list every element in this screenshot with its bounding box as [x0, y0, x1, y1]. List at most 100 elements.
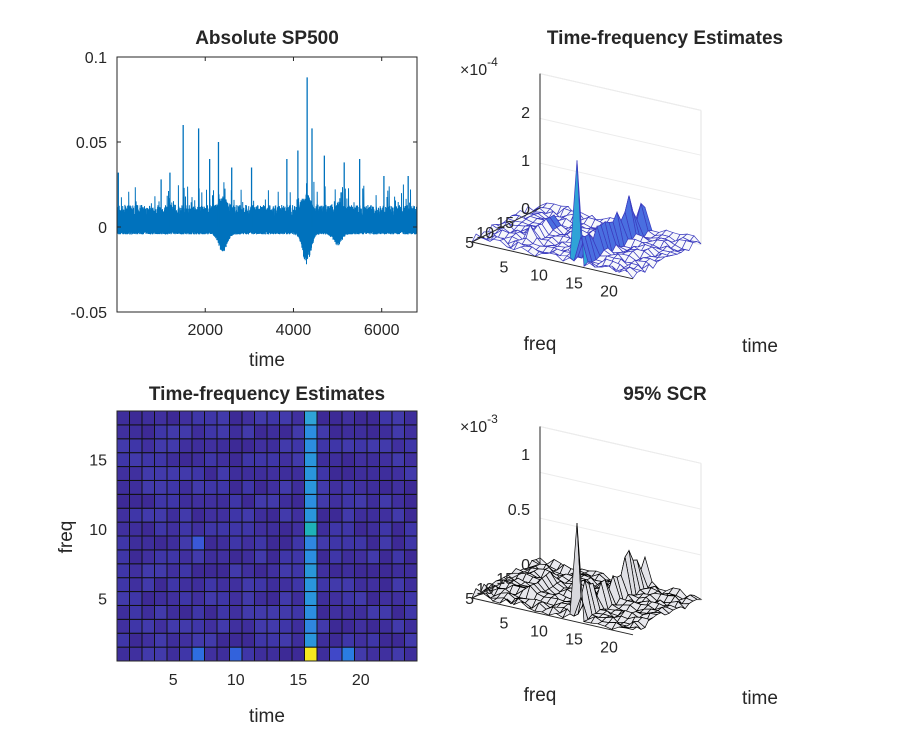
- heatmap-cell-t18-f1: [329, 646, 343, 662]
- heatmap-cell-t17-f9: [316, 535, 330, 551]
- heatmap-cell-t11-f2: [241, 632, 255, 648]
- heatmap-cell-t5-f1: [166, 646, 180, 662]
- heatmap-cell-t7-f14: [191, 466, 205, 481]
- heatmap-cell-t6-f12: [179, 493, 193, 509]
- heatmap-cell-t9-f17: [216, 424, 230, 440]
- heatmap-cell-t1-f10: [116, 521, 130, 537]
- heatmap-cell-t15-f9: [291, 535, 305, 551]
- heatmap-cell-t6-f5: [179, 591, 193, 606]
- exponent-base-2: ×10: [460, 62, 487, 79]
- heatmap-cell-t21-f16: [366, 438, 380, 454]
- heatmap-cell-t17-f14: [316, 466, 330, 481]
- heatmap-cell-t24-f1: [404, 646, 418, 662]
- heatmap-cell-t3-f18: [141, 410, 155, 426]
- heatmap-cell-t16-f8: [304, 549, 318, 565]
- heatmap-cell-t3-f12: [141, 493, 155, 509]
- heatmap-cell-t15-f8: [291, 549, 305, 565]
- title-absolute-sp500: Absolute SP500: [195, 28, 339, 49]
- heatmap-cell-t18-f4: [329, 604, 343, 620]
- heatmap-cell-t4-f3: [154, 618, 168, 634]
- heatmap-cell-t6-f13: [179, 479, 193, 495]
- heatmap-cell-t14-f5: [279, 591, 293, 606]
- heatmap-cell-t22-f14: [379, 466, 393, 481]
- heatmap-cell-t3-f6: [141, 577, 155, 593]
- heatmap-cell-t16-f16: [304, 438, 318, 454]
- heatmap-cell-t20-f9: [354, 535, 368, 551]
- heatmap-cell-t12-f9: [254, 535, 268, 551]
- heatmap-cell-t1-f9: [116, 535, 130, 551]
- heatmap-cell-t8-f9: [204, 535, 218, 551]
- heatmap-cell-t11-f1: [241, 646, 255, 662]
- axis-ticks-3: 5 10 15 20 5 10 15: [89, 453, 370, 689]
- heatmap-cell-t8-f10: [204, 521, 218, 537]
- heatmap-cell-t21-f6: [366, 577, 380, 593]
- subplot-surface-estimates: Time-frequency Estimates ×10-4 5 10 15 2051…: [460, 28, 783, 357]
- heatmap-cell-t2-f8: [129, 549, 143, 565]
- heatmap-cell-t23-f7: [391, 563, 405, 579]
- heatmap-cell-t12-f13: [254, 479, 268, 495]
- heatmap-cell-t23-f4: [391, 604, 405, 620]
- grid-z-3: [539, 73, 702, 111]
- heatmap-cell-t7-f12: [191, 493, 205, 509]
- heatmap-cell-t7-f18: [191, 410, 205, 426]
- heatmap-cell-t11-f10: [241, 521, 255, 537]
- heatmap-cell-t24-f10: [404, 521, 418, 537]
- heatmap-cell-t10-f5: [229, 591, 243, 606]
- heatmap-cell-t17-f15: [316, 452, 330, 468]
- line-series-noise: [116, 181, 418, 265]
- heatmap-cell-t12-f5: [254, 591, 268, 606]
- heatmap-cell-t21-f9: [366, 535, 380, 551]
- heatmap-cell-t22-f13: [379, 479, 393, 495]
- heatmap-cell-t24-f17: [404, 424, 418, 440]
- heatmap-cell-t6-f6: [179, 577, 193, 593]
- heatmap-cell-t12-f10: [254, 521, 268, 537]
- heatmap-cell-t14-f10: [279, 521, 293, 537]
- heatmap-cell-t3-f13: [141, 479, 155, 495]
- heatmap-cell-t24-f13: [404, 479, 418, 495]
- heatmap-cell-t2-f1: [129, 646, 143, 662]
- heatmap-cell-t3-f15: [141, 452, 155, 468]
- heatmap-cell-t11-f6: [241, 577, 255, 593]
- heatmap-cell-t2-f18: [129, 410, 143, 426]
- heatmap-cell-t13-f10: [266, 521, 280, 537]
- line-series-sp500: [116, 77, 418, 265]
- heatmap-cell-t12-f12: [254, 493, 268, 509]
- heatmap-cell-t20-f7: [354, 563, 368, 579]
- subplot-heatmap-estimates: Time-frequency Estimates 5 10 15 20 5 10 15 ti…: [56, 384, 418, 727]
- heatmap-cell-t18-f14: [329, 466, 343, 481]
- heatmap-cell-t11-f4: [241, 604, 255, 620]
- heatmap-cell-t19-f4: [341, 604, 355, 620]
- heatmap-cell-t14-f2: [279, 632, 293, 648]
- heatmap-cell-t12-f14: [254, 466, 268, 481]
- heatmap-cell-t14-f11: [279, 507, 293, 523]
- heatmap-cell-t22-f8: [379, 549, 393, 565]
- heatmap-cell-t2-f9: [129, 535, 143, 551]
- heatmap-cell-t3-f2: [141, 632, 155, 648]
- heatmap-cell-t20-f12: [354, 493, 368, 509]
- heatmap-cell-t20-f3: [354, 618, 368, 634]
- heatmap-cell-t16-f13: [304, 479, 318, 495]
- heatmap-cell-t8-f2: [204, 632, 218, 648]
- heatmap-cell-t20-f18: [354, 410, 368, 426]
- heatmap-cell-t21-f11: [366, 507, 380, 523]
- heatmap-cell-t22-f18: [379, 410, 393, 426]
- heatmap-cell-t14-f1: [279, 646, 293, 662]
- heatmap-cell-t23-f11: [391, 507, 405, 523]
- xlabel-3: time: [249, 706, 285, 727]
- grid-z-2: [539, 117, 702, 156]
- heatmap-cell-t7-f15: [191, 452, 205, 468]
- heatmap-cell-t24-f6: [404, 577, 418, 593]
- heatmap-cell-t12-f17: [254, 424, 268, 440]
- heatmap-cell-t18-f18: [329, 410, 343, 426]
- heatmap-cell-t19-f9: [341, 535, 355, 551]
- heatmap-cell-t19-f13: [341, 479, 355, 495]
- heatmap-cell-t11-f17: [241, 424, 255, 440]
- heatmap-cell-t15-f16: [291, 438, 305, 454]
- heatmap-cell-t10-f9: [229, 535, 243, 551]
- heatmap-cell-t20-f11: [354, 507, 368, 523]
- heatmap-cell-t6-f4: [179, 604, 193, 620]
- heatmap-cell-t2-f13: [129, 479, 143, 495]
- heatmap-cell-t4-f16: [154, 438, 168, 454]
- heatmap-cell-t9-f18: [216, 410, 230, 426]
- heatmap-cell-t1-f4: [116, 604, 130, 620]
